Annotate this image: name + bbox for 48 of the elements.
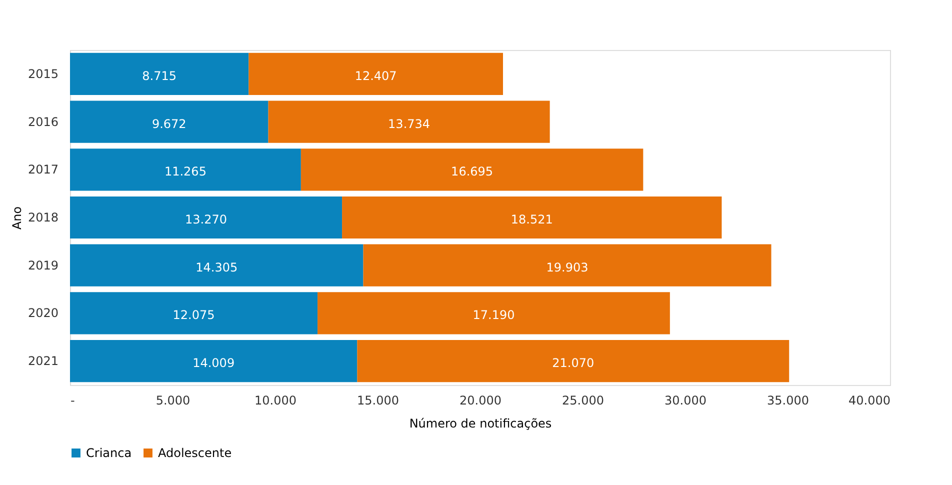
data-label: 19.903 (546, 260, 588, 274)
bar (357, 340, 790, 382)
bar (70, 52, 249, 95)
x-tick-label: 25.000 (562, 394, 604, 408)
x-axis-title: Número de notificações (409, 416, 552, 430)
bar (70, 196, 342, 239)
data-label: 9.672 (152, 116, 186, 131)
data-label: 8.715 (142, 68, 177, 83)
bar (248, 52, 503, 95)
bar (70, 292, 318, 334)
x-tick-label: 30.000 (664, 394, 706, 408)
data-label: 14.305 (196, 260, 238, 274)
x-tick-label: - (70, 394, 75, 408)
bar (268, 100, 550, 143)
data-label: 18.521 (510, 212, 553, 226)
legend-label: Crianca (86, 446, 132, 460)
y-tick-label: 2016 (28, 114, 58, 129)
bar (363, 244, 772, 286)
x-tick-label: 40.000 (848, 394, 890, 408)
bar (70, 340, 358, 382)
data-label: 16.695 (451, 164, 494, 179)
y-tick-label: 2020 (28, 306, 58, 320)
bar (342, 196, 722, 239)
data-label: 14.009 (192, 356, 235, 370)
y-tick-label: 2019 (28, 258, 58, 272)
bar (318, 292, 670, 334)
data-label: 11.265 (164, 164, 206, 179)
bar (70, 100, 268, 143)
y-tick-label: 2021 (28, 354, 58, 368)
data-label: 13.270 (185, 212, 228, 226)
data-label: 12.407 (354, 68, 397, 83)
bar (300, 148, 644, 191)
data-label: 12.075 (172, 308, 215, 322)
y-tick-label: 2017 (28, 162, 58, 177)
y-tick-label: 2018 (28, 210, 58, 224)
y-axis-title: Ano (10, 206, 24, 230)
legend-label: Adolescente (158, 446, 232, 460)
y-tick-label: 2015 (28, 66, 58, 81)
data-label: 21.070 (552, 356, 594, 370)
data-label: 17.190 (472, 308, 515, 322)
bar (70, 244, 364, 286)
bar (70, 148, 301, 191)
x-tick-label: 15.000 (357, 394, 399, 408)
data-label: 13.734 (388, 116, 430, 131)
x-tick-label: 35.000 (767, 394, 809, 408)
x-tick-label: 10.000 (254, 394, 296, 408)
x-tick-label: 5.000 (156, 394, 190, 408)
x-tick-label: 20.000 (460, 394, 502, 408)
